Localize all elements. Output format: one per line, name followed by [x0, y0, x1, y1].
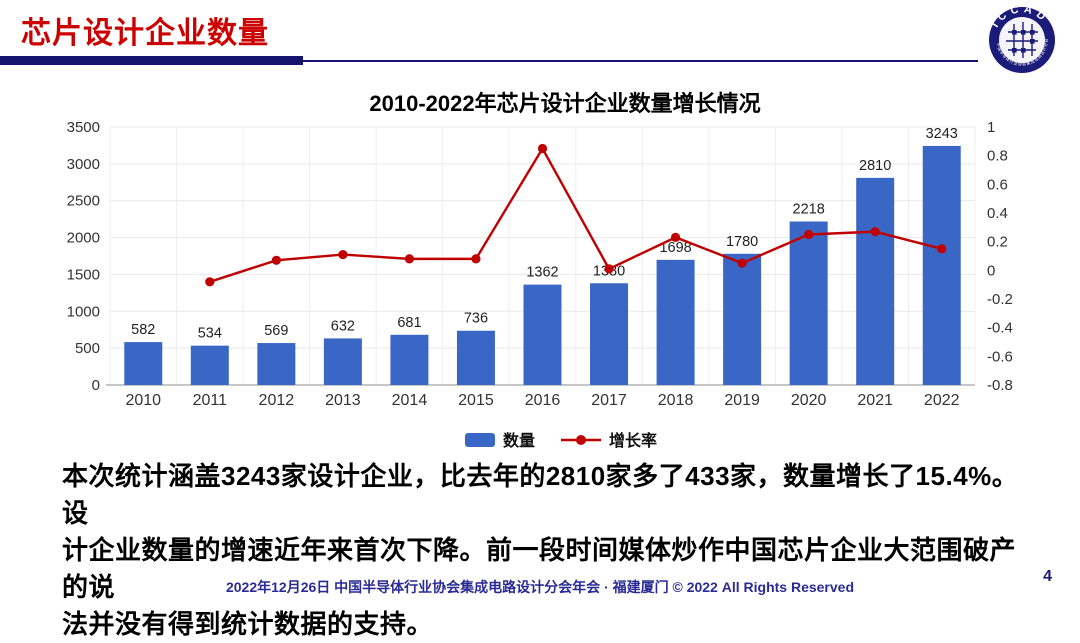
growth-line-marker	[537, 143, 548, 154]
summary-line-1: 本次统计涵盖3243家设计企业，比去年的2810家多了433家，数量增长了15.…	[62, 461, 1019, 528]
growth-chart: 0 500 1000 1500 2000 2500 3000 3500 1 0.8 0.6 0.4 0.…	[67, 119, 1013, 450]
bar	[723, 253, 762, 385]
header-underline-rule	[303, 60, 978, 62]
bar-value-label: 1780	[726, 234, 758, 250]
right-axis-tick: -0.2	[987, 291, 1013, 308]
bar-value-label: 632	[331, 318, 355, 334]
x-axis-label: 2018	[658, 392, 694, 409]
bar-value-label: 569	[264, 323, 288, 339]
growth-line-marker	[870, 227, 880, 237]
left-axis-tick: 3500	[67, 119, 100, 136]
bar-value-label: 736	[464, 311, 488, 327]
legend-line-marker	[576, 435, 586, 445]
bar	[456, 330, 495, 385]
summary-paragraph: 本次统计涵盖3243家设计企业，比去年的2810家多了433家，数量增长了15.…	[62, 458, 1042, 643]
left-axis-tick: 500	[75, 340, 100, 357]
bar	[590, 283, 629, 385]
bar	[523, 284, 562, 385]
left-axis-tick: 0	[92, 377, 100, 394]
growth-line-marker	[338, 249, 348, 260]
x-axis-label: 2020	[791, 392, 827, 409]
chart-title: 2010-2022年芯片设计企业数量增长情况	[369, 91, 761, 116]
right-axis-tick: 0	[987, 262, 995, 279]
growth-line-marker	[670, 232, 681, 242]
legend-bar-label: 数量	[503, 431, 535, 450]
x-axis-label: 2022	[924, 392, 960, 409]
left-axis-tick: 1500	[67, 266, 100, 283]
bar	[257, 343, 296, 385]
slide: 芯片设计企业数量 ICCAD 中国半导体行业协会集成电路设计分会 2010-20…	[0, 4, 1055, 639]
growth-line-marker	[271, 255, 281, 265]
bar-value-label: 2218	[793, 202, 825, 218]
right-axis-tick: 1	[987, 119, 995, 136]
bar-value-label: 534	[198, 326, 222, 342]
x-axis-label: 2019	[724, 392, 760, 409]
x-axis-label: 2021	[857, 392, 893, 409]
iccad-logo: ICCAD 中国半导体行业协会集成电路设计分会	[989, 4, 1055, 73]
x-axis-label: 2010	[125, 392, 161, 409]
x-axis-label: 2014	[392, 392, 428, 409]
x-axis-label: 2013	[325, 392, 361, 409]
bar	[124, 342, 163, 385]
right-axis-tick: -0.6	[987, 348, 1013, 365]
legend-line-label: 增长率	[609, 431, 657, 450]
left-axis-tick: 1000	[67, 303, 100, 320]
x-axis-label: 2011	[193, 392, 228, 409]
right-axis-tick: 0.4	[987, 205, 1008, 222]
right-axis-tick: 0.2	[987, 234, 1008, 251]
left-axis-tick: 3000	[67, 156, 100, 173]
left-axis-tick: 2000	[67, 230, 100, 247]
bar	[856, 177, 895, 385]
growth-line-marker	[404, 254, 415, 264]
growth-line-marker	[937, 244, 947, 254]
growth-line-marker	[205, 277, 215, 287]
growth-line-marker	[737, 258, 747, 268]
page-number: 4	[1043, 568, 1052, 585]
growth-line	[209, 146, 943, 283]
growth-line-marker	[804, 229, 814, 240]
left-axis-tick: 2500	[67, 193, 100, 210]
footer-text: 2022年12月26日 中国半导体行业协会集成电路设计分会年会 · 福建厦门 ©…	[225, 579, 854, 595]
right-axis-tick: 0.6	[987, 176, 1008, 193]
bar-value-label: 681	[397, 315, 421, 331]
bar-value-label: 582	[131, 322, 155, 338]
bar	[656, 259, 695, 385]
right-axis-tick: -0.8	[987, 377, 1013, 394]
right-axis-tick: 0.8	[987, 148, 1008, 165]
bar-value-label: 1698	[659, 240, 691, 256]
bar	[390, 334, 429, 385]
logo-circuit-dots	[1012, 30, 1035, 53]
page-title: 芯片设计企业数量	[21, 17, 269, 50]
x-axis-label: 2017	[591, 392, 627, 409]
bar	[323, 338, 362, 385]
bar-value-label: 3243	[926, 126, 958, 142]
bar	[190, 345, 229, 385]
bar	[922, 145, 961, 385]
logo-inner	[999, 17, 1045, 63]
x-axis-label: 2012	[259, 392, 295, 409]
x-axis-label: 2016	[525, 392, 561, 409]
bar-value-label: 1362	[526, 265, 558, 281]
growth-line-marker	[604, 264, 614, 274]
legend-bar-swatch	[465, 433, 495, 447]
header-underline-bar	[0, 56, 303, 65]
bar	[789, 221, 828, 385]
x-axis-label: 2015	[458, 392, 494, 409]
bar-value-label: 2810	[859, 158, 891, 174]
summary-line-2: 计企业数量的增速近年来首次下降。前一段时间媒体炒作中国芯片企业大范围破产的说	[62, 535, 1017, 602]
right-axis-tick: -0.4	[987, 320, 1013, 337]
summary-line-3: 法并没有得到统计数据的支持。	[62, 609, 434, 639]
growth-line-marker	[471, 254, 481, 264]
